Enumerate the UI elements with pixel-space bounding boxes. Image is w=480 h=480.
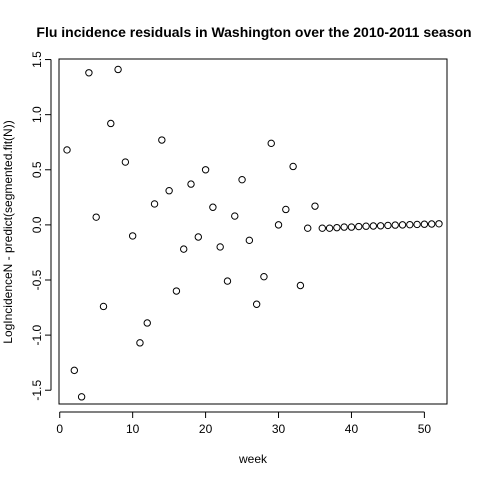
y-tick-label: -1.0 (30, 324, 44, 345)
plot-frame (58, 58, 448, 405)
data-point (150, 200, 159, 208)
y-tick-label: 0.0 (30, 216, 44, 233)
data-point (114, 65, 122, 74)
data-point (165, 187, 173, 195)
data-point (128, 232, 137, 240)
data-point (85, 69, 93, 77)
data-point (289, 162, 297, 171)
data-point (420, 220, 429, 228)
x-tick-label: 10 (126, 422, 140, 436)
y-axis-label: LogIncidenceN - predict(segmented.fit(N)… (1, 120, 15, 343)
data-point (187, 180, 195, 188)
data-point (355, 222, 363, 231)
x-tick-label: 20 (199, 422, 213, 436)
data-point (245, 236, 254, 245)
data-point (194, 233, 203, 241)
data-point (398, 221, 407, 229)
data-point (63, 146, 71, 154)
y-axis: -1.5 -1.0 -0.5 0.0 0.5 1.0 1.5 (30, 51, 52, 401)
data-point (209, 203, 217, 211)
data-point (311, 202, 319, 210)
x-tick-label: 30 (272, 422, 286, 436)
data-point (92, 213, 100, 221)
data-point (318, 224, 326, 232)
data-point (77, 393, 86, 401)
x-axis: 0 10 20 30 40 50 (56, 411, 432, 436)
y-tick-label: 1.0 (30, 106, 44, 123)
data-point (136, 339, 144, 347)
chart-title: Flu incidence residuals in Washington ov… (36, 24, 471, 40)
x-tick-label: 40 (345, 422, 359, 436)
data-point (384, 221, 392, 230)
data-point (376, 222, 385, 230)
data-point (347, 223, 356, 231)
x-axis-label: week (238, 452, 268, 466)
data-point (282, 205, 290, 214)
data-point (325, 224, 334, 232)
data-point (252, 300, 261, 308)
data-point (274, 221, 283, 229)
data-point (143, 319, 151, 327)
data-point (99, 302, 108, 311)
data-point (180, 245, 188, 253)
data-point (427, 220, 436, 228)
data-point (260, 272, 268, 281)
data-point (70, 366, 79, 375)
data-points (63, 65, 443, 401)
data-point (296, 281, 305, 290)
data-point (267, 139, 275, 148)
data-point (158, 136, 166, 144)
data-point (340, 223, 348, 231)
data-point (172, 287, 181, 295)
data-point (303, 224, 312, 232)
data-point (201, 166, 210, 174)
y-tick-label: -1.5 (30, 380, 44, 401)
data-point (369, 222, 378, 230)
y-tick-label: 0.5 (30, 161, 44, 178)
y-tick-label: -0.5 (30, 269, 44, 290)
data-point (216, 243, 224, 251)
data-point (333, 223, 341, 232)
data-point (231, 212, 239, 220)
data-point (406, 220, 414, 229)
data-point (362, 222, 370, 230)
data-point (121, 158, 130, 166)
x-tick-label: 0 (56, 422, 63, 436)
data-point (391, 221, 399, 229)
data-point (107, 119, 115, 128)
data-point (223, 277, 232, 285)
data-point (238, 175, 246, 184)
data-point (435, 220, 443, 228)
x-tick-label: 50 (418, 422, 432, 436)
data-point (413, 220, 421, 229)
y-tick-label: 1.5 (30, 51, 44, 68)
